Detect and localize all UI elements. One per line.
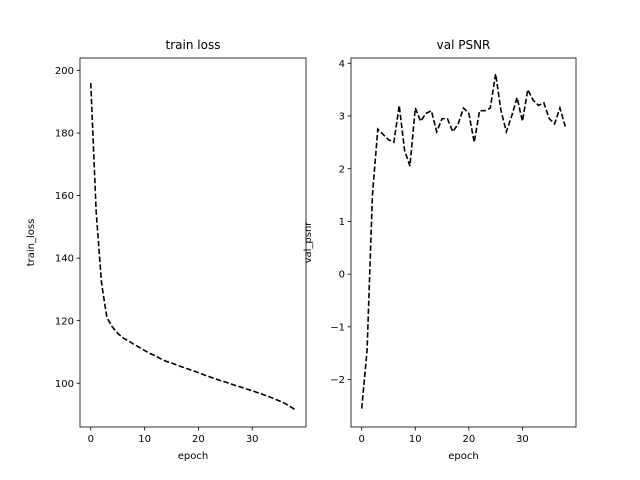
y-tick-label: −2 — [330, 375, 345, 386]
chart-title: val PSNR — [437, 38, 491, 52]
y-tick-label: 200 — [55, 66, 74, 77]
series-line — [89, 82, 296, 411]
y-tick-label: 1 — [339, 217, 345, 228]
x-tick-label: 20 — [192, 434, 205, 445]
y-axis-label: val_psnr — [303, 221, 314, 264]
y-tick-label: 120 — [55, 316, 74, 327]
x-tick-label: 10 — [409, 434, 422, 445]
x-tick-label: 0 — [359, 434, 365, 445]
y-tick-label: 180 — [55, 129, 74, 140]
chart-title: train loss — [166, 38, 221, 52]
chart-panel-1: 0 10 20 30 100 120 140 160 180 200 train loss epoch… — [26, 38, 307, 462]
axes-frame — [79, 57, 307, 428]
x-tick-label: 20 — [462, 434, 475, 445]
x-tick-label: 30 — [246, 434, 259, 445]
series-line — [360, 73, 567, 409]
x-tick-label: 0 — [88, 434, 94, 445]
x-axis-label: epoch — [448, 451, 478, 462]
y-tick-label: 2 — [339, 164, 345, 175]
y-tick-label: 3 — [339, 112, 345, 123]
x-tick-label: 10 — [138, 434, 151, 445]
x-axis-label: epoch — [178, 451, 208, 462]
y-tick-label: 4 — [339, 59, 345, 70]
y-tick-label: 100 — [55, 379, 74, 390]
chart-panel-2: 0 10 20 30 −2 −1 0 1 2 3 4 val PSNR epoch val_psnr — [303, 38, 577, 462]
x-tick-label: 30 — [516, 434, 529, 445]
y-tick-label: 140 — [55, 254, 74, 265]
y-tick-label: −1 — [330, 322, 345, 333]
y-tick-label: 0 — [339, 270, 345, 281]
y-tick-label: 160 — [55, 191, 74, 202]
y-axis-label: train_loss — [26, 219, 37, 267]
axes-frame — [350, 57, 577, 428]
